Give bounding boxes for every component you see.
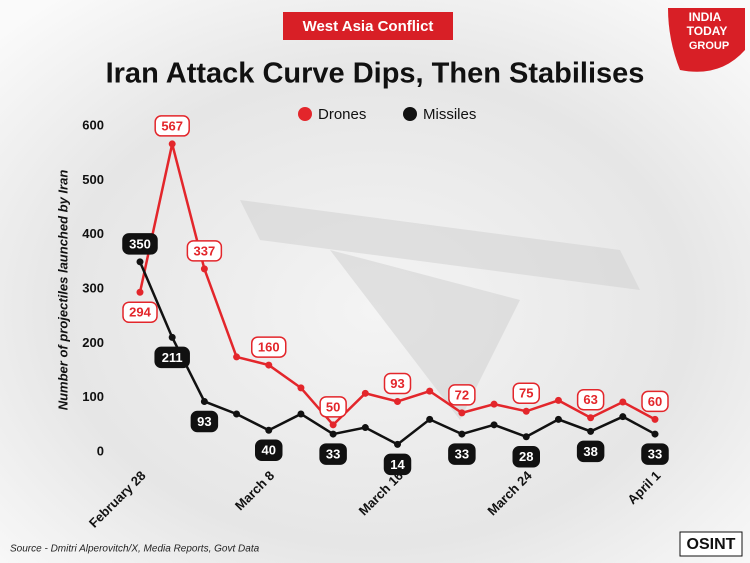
data-point (297, 384, 305, 392)
value-label: 33 (326, 447, 340, 462)
data-point (168, 333, 176, 341)
legend-label: Missiles (423, 106, 476, 123)
value-label-box (154, 346, 190, 369)
value-label: 160 (258, 340, 280, 355)
value-label: 14 (390, 457, 405, 472)
brand-line: INDIA (689, 10, 722, 24)
value-label-box (319, 443, 347, 465)
data-point (426, 415, 434, 423)
value-label-box (641, 443, 669, 465)
y-axis-label: Number of projectiles launched by Iran (55, 170, 70, 411)
data-point (490, 421, 498, 429)
legend-marker (403, 107, 417, 121)
badge-box (679, 531, 743, 557)
y-tick-label: 500 (82, 172, 104, 187)
value-label-box (383, 453, 412, 476)
value-label: 75 (519, 386, 533, 401)
y-tick-label: 200 (82, 335, 104, 350)
data-point (522, 433, 530, 441)
data-point (233, 353, 241, 361)
data-point (297, 410, 305, 418)
value-label-box (122, 301, 158, 324)
value-label: 294 (129, 305, 151, 320)
value-label: 72 (455, 387, 469, 402)
data-point (394, 397, 401, 405)
value-label-box (190, 410, 219, 433)
value-label: 567 (161, 118, 183, 133)
brand-line: GROUP (689, 40, 729, 52)
source: Source - Dmitri Alperovitch/X, Media Rep… (10, 544, 260, 555)
data-point (168, 140, 176, 148)
brand-line: TODAY (687, 24, 728, 38)
value-label: 33 (455, 447, 469, 462)
y-tick-label: 400 (82, 226, 104, 241)
data-point (651, 430, 659, 438)
value-label: 50 (326, 399, 340, 414)
data-point (200, 397, 208, 405)
value-label-box (512, 446, 540, 468)
value-label-box (448, 384, 476, 406)
tag-box (283, 12, 453, 40)
value-label: 93 (197, 414, 211, 429)
brand-logo (668, 8, 745, 72)
drone-illustration (240, 200, 640, 420)
value-label: 40 (262, 443, 276, 458)
legend-label: Drones (318, 106, 366, 123)
value-label-box (641, 390, 669, 413)
data-point (554, 396, 562, 404)
chart-title: Iran Attack Curve Dips, Then Stabilises (106, 58, 645, 90)
value-label-box (512, 382, 540, 404)
value-label: 63 (583, 392, 597, 407)
legend-marker (298, 107, 312, 121)
value-label-box (122, 233, 158, 255)
data-point (651, 415, 659, 423)
data-point (587, 427, 595, 435)
value-label-box (576, 440, 605, 463)
tag: West Asia Conflict (303, 18, 434, 35)
value-label: 93 (390, 376, 404, 391)
value-label-box (383, 372, 412, 395)
data-point (619, 398, 627, 406)
data-point (329, 421, 337, 429)
data-point (200, 265, 208, 273)
data-point (233, 410, 241, 418)
value-label-box (186, 240, 223, 262)
data-point (361, 424, 369, 432)
value-label: 28 (519, 449, 533, 464)
y-tick-label: 100 (82, 389, 104, 404)
value-label: 60 (648, 394, 662, 409)
data-point (361, 389, 369, 397)
data-point (458, 409, 466, 417)
data-point (522, 407, 530, 415)
data-point (458, 430, 466, 438)
y-tick-label: 600 (82, 117, 104, 132)
value-label-box (255, 439, 283, 462)
value-label-box (154, 115, 190, 137)
data-point (490, 400, 498, 408)
value-label-box (319, 396, 347, 418)
value-label-box (448, 443, 476, 465)
y-tick-label: 0 (97, 443, 104, 458)
value-label-box (576, 389, 605, 411)
value-label: 33 (648, 447, 662, 462)
badge: OSINT (687, 536, 736, 553)
value-label: 337 (194, 243, 216, 258)
data-point (554, 415, 562, 423)
value-label: 211 (162, 350, 183, 365)
data-point (265, 361, 273, 369)
data-point (587, 414, 595, 422)
data-point (265, 426, 273, 434)
value-label-box (251, 336, 287, 358)
data-point (619, 413, 627, 421)
data-point (329, 430, 337, 438)
y-tick-label: 300 (82, 280, 104, 295)
value-label: 38 (583, 444, 597, 459)
data-point (426, 387, 434, 395)
value-label: 350 (129, 236, 151, 251)
data-point (136, 258, 144, 266)
data-point (136, 288, 144, 296)
data-point (394, 440, 401, 448)
